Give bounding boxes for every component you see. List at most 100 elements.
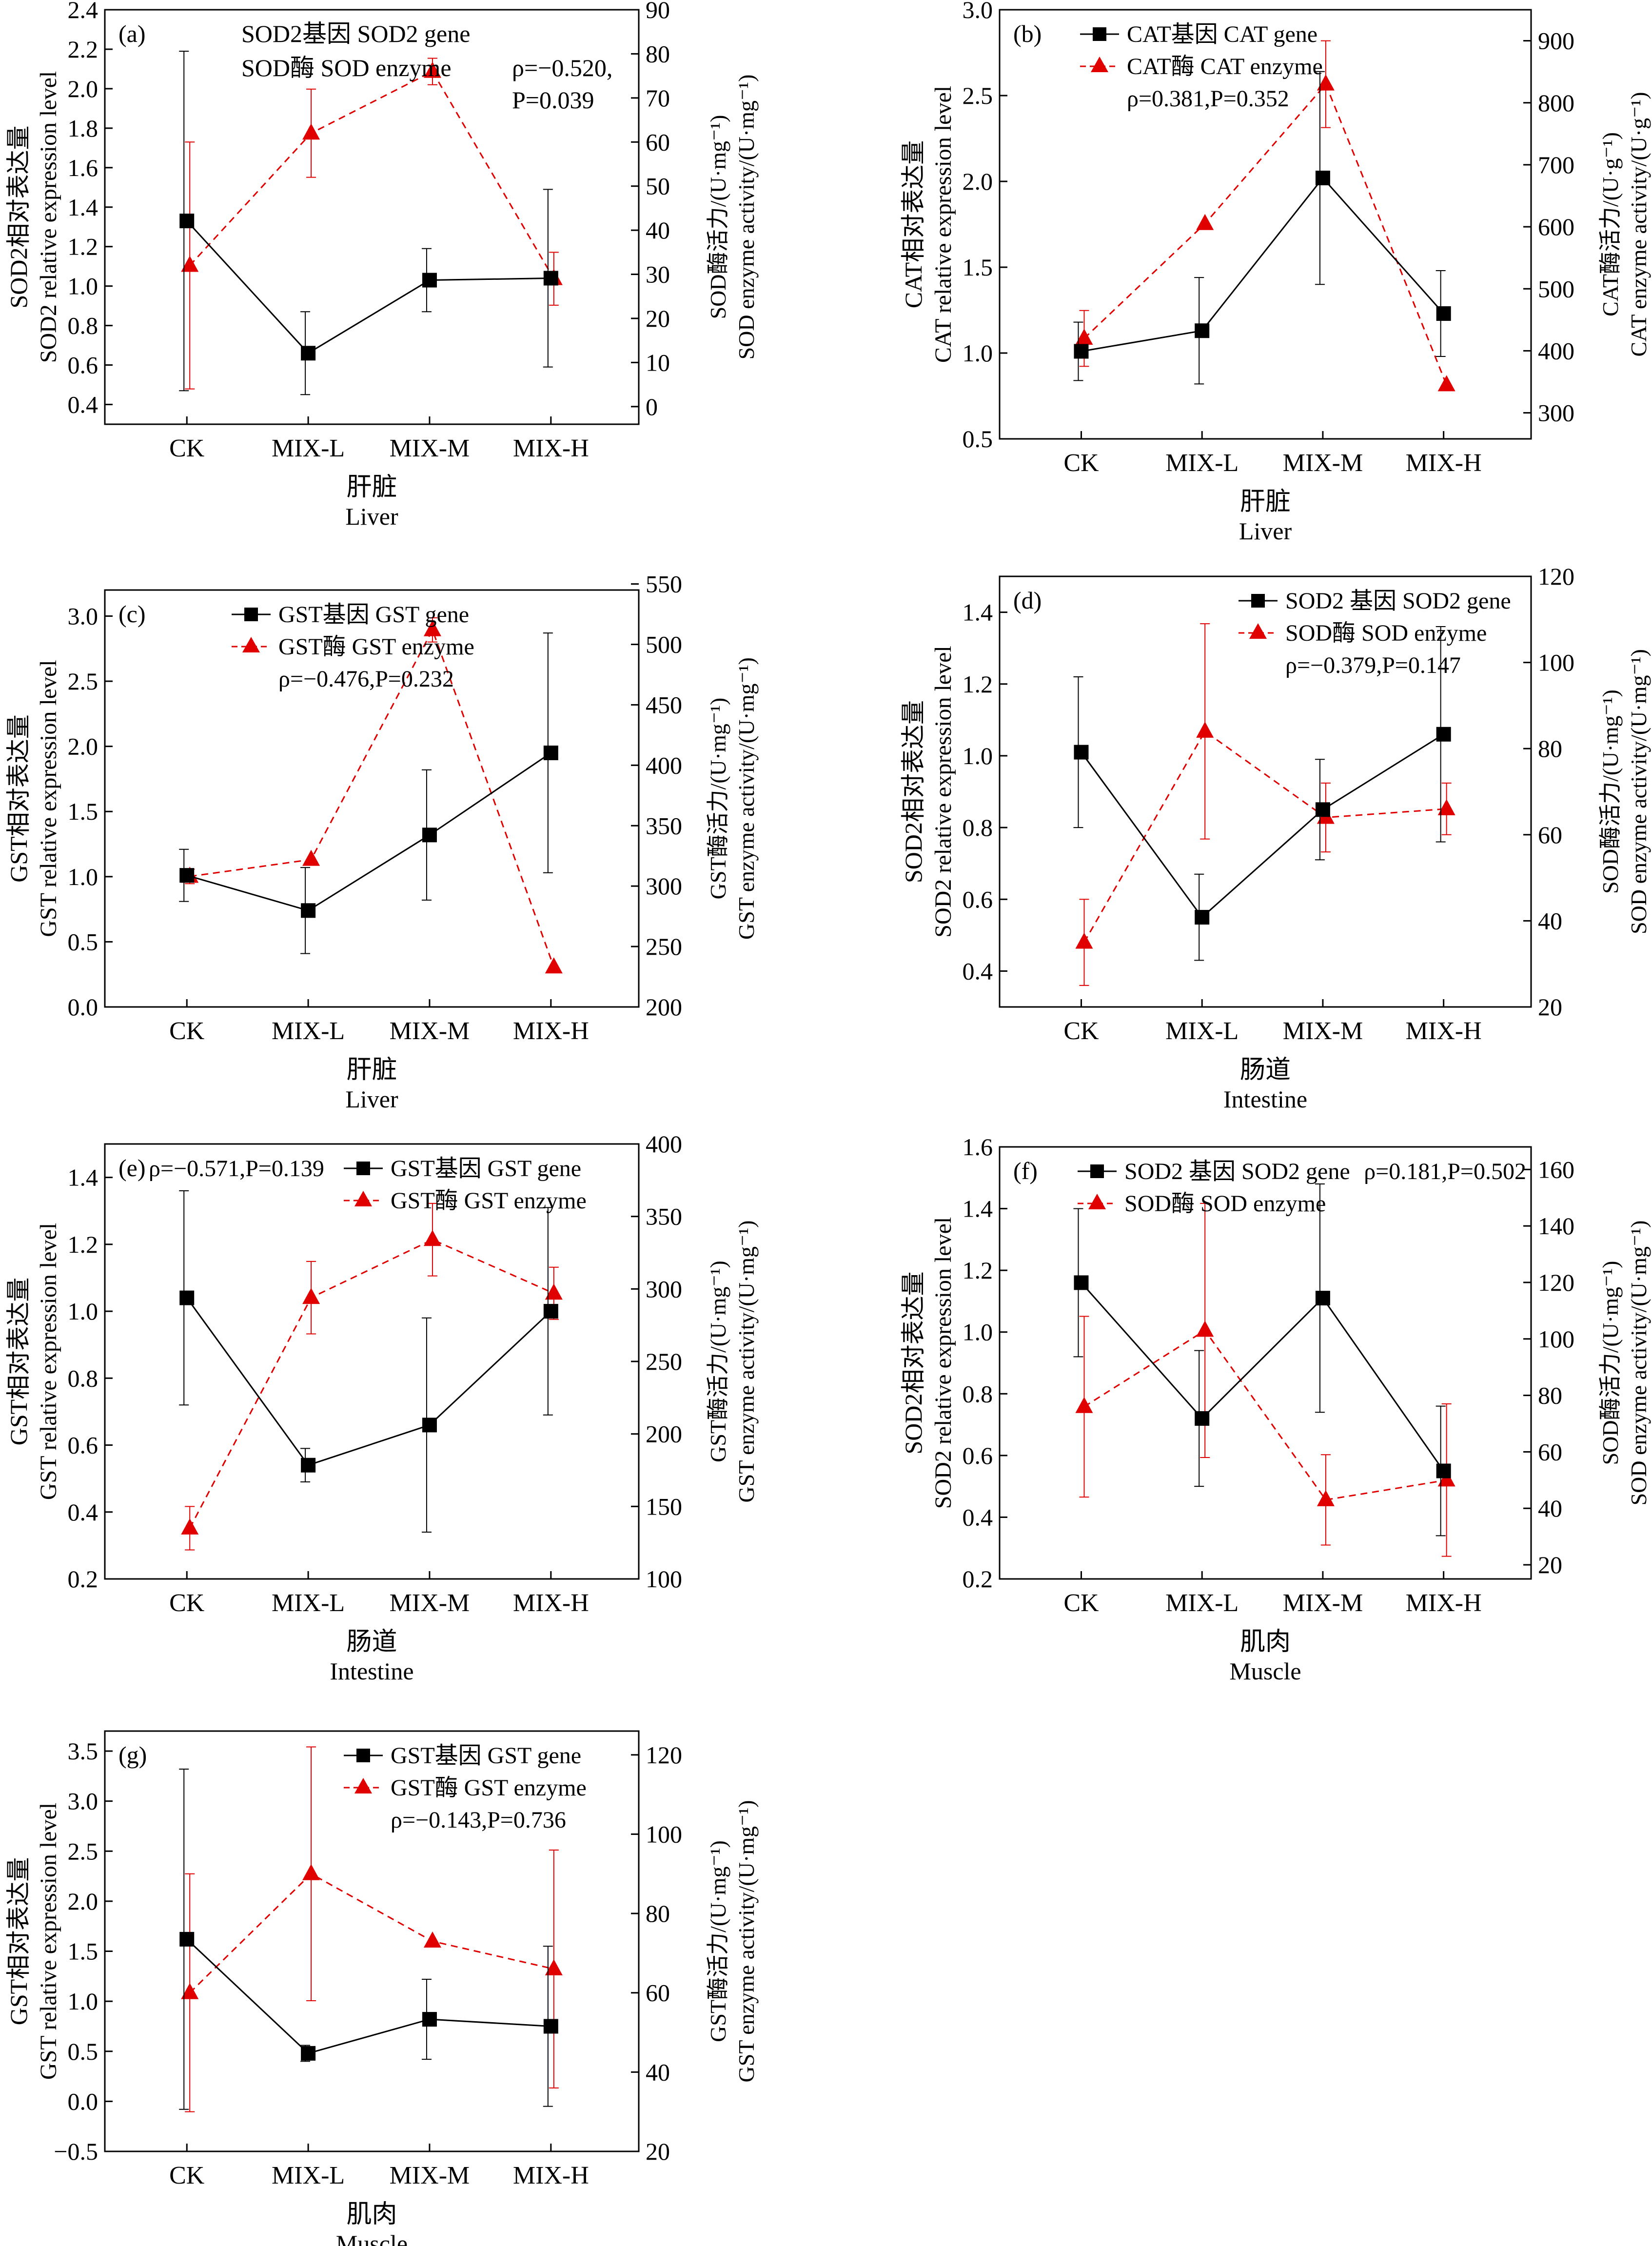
x-tick-label: CK [169,1589,205,1617]
left-tick-label: 2.4 [68,0,98,23]
x-tick-label: MIX-M [1283,449,1363,477]
left-tick-label: 1.5 [963,254,993,281]
left-tick-label: 1.0 [963,742,993,769]
left-axis-title-cn: GST相对表达量 [5,1857,32,2025]
panel-label: (e) [118,1154,146,1182]
legend-gene-label: GST基因 GST gene [391,1156,581,1182]
right-tick-label: 600 [1538,213,1574,240]
left-axis-title-en: SOD2 relative expression level [930,646,956,938]
panel-label: (d) [1013,587,1042,614]
x-tick-label: MIX-H [1406,449,1482,477]
enzyme-point [302,1288,320,1304]
right-tick-label: 300 [1538,399,1574,427]
gene-series-line [1081,733,1444,919]
left-tick-label: 0.6 [963,1442,993,1469]
left-axis-title-en: GST relative expression level [36,660,61,937]
x-tick-label: MIX-H [1406,1017,1482,1045]
correlation-stat: ρ=−0.379,P=0.147 [1285,652,1461,678]
left-tick-label: 0.8 [963,814,993,841]
left-tick-label: 1.0 [68,863,98,890]
right-axis-title-en: GST enzyme activity/(U·mg⁻¹) [734,1800,759,2083]
correlation-stat: ρ=0.181,P=0.502 [1364,1159,1526,1184]
x-tick-label: MIX-L [272,1017,345,1045]
right-tick-label: 60 [646,128,670,156]
left-tick-label: 1.2 [68,233,98,260]
x-tick-label: MIX-M [1283,1589,1363,1617]
panel-label: (g) [118,1741,147,1769]
left-tick-label: 0.0 [68,2088,98,2115]
left-axis-title-en: GST relative expression level [36,1803,61,2080]
plot-frame [999,1146,1532,1580]
right-tick-label: 40 [646,2058,670,2086]
right-tick-label: 200 [646,1420,682,1448]
x-axis-title-cn: 肌肉 [1240,1628,1291,1656]
enzyme-point [1075,932,1093,949]
enzyme-point [1437,375,1455,392]
gene-point [1436,306,1451,321]
left-tick-label: 1.8 [68,115,98,142]
gene-point [1074,745,1089,760]
left-tick-label: 1.4 [963,1195,993,1222]
gene-point [301,346,316,361]
left-tick-label: 1.2 [963,670,993,698]
correlation-rho: ρ=−0.520, [512,54,612,81]
left-tick-label: 1.6 [963,1133,993,1161]
right-axis-title-cn: SOD酶活力/(U·mg⁻¹) [1598,690,1623,894]
gene-point [301,2046,316,2061]
plot-frame [999,575,1532,1008]
legend-gene-label: CAT基因 CAT gene [1127,21,1318,47]
legend-enzyme-swatch-marker [354,1778,372,1793]
left-tick-label: 1.0 [68,1988,98,2015]
gene-point [1195,910,1210,925]
left-tick-label: 2.0 [963,168,993,195]
legend-gene-swatch-marker [244,608,258,621]
plot-frame [999,9,1532,440]
right-tick-label: 100 [646,1820,682,1848]
enzyme-point [1075,328,1093,345]
enzyme-point [423,61,441,78]
panel-label: (f) [1013,1157,1038,1184]
gene-series-line [186,1938,551,2054]
right-tick-label: 250 [646,933,682,960]
left-axis-title-cn: SOD2相对表达量 [900,700,927,883]
enzyme-point [1317,74,1335,91]
right-axis-title-cn: GST酶活力/(U·mg⁻¹) [706,1840,730,2042]
plot-frame [104,589,640,1008]
x-tick-label: MIX-L [272,2162,345,2189]
x-tick-label: MIX-H [513,434,589,462]
right-tick-label: 100 [1538,649,1574,676]
gene-point [543,271,558,286]
correlation-p: P=0.039 [512,86,594,114]
left-axis-title-en: SOD2 relative expression level [930,1217,956,1509]
left-axis-title-cn: SOD2相对表达量 [5,125,32,308]
left-tick-label: 2.0 [68,1888,98,1915]
legend-gene-swatch-marker [1251,594,1265,608]
enzyme-series-line [189,1239,554,1529]
x-axis-title-en: Intestine [330,1657,413,1685]
right-tick-label: 300 [646,872,682,900]
right-tick-label: 120 [646,1741,682,1769]
chart-panel-e: 0.2 0.4 0.6 0.8 1.0 1.2 1.4 100 150 200 250 300 350 4… [5,1130,759,1685]
x-tick-label: CK [169,1017,205,1045]
gene-point [1315,1291,1330,1306]
gene-point [1315,170,1330,185]
panel-label: (a) [118,20,146,47]
left-tick-label: 2.0 [68,75,98,102]
right-tick-label: 160 [1538,1156,1574,1183]
enzyme-point [1196,721,1214,738]
gene-point [422,2012,437,2027]
x-tick-label: CK [1063,1017,1099,1045]
left-tick-label: 1.0 [68,273,98,300]
left-axis-title-cn: GST相对表达量 [5,714,32,882]
x-axis-title-en: Liver [345,1085,398,1113]
gene-point [179,1931,195,1947]
gene-series-line [1081,177,1444,352]
panel-label: (b) [1013,20,1042,47]
enzyme-point [1196,1320,1214,1337]
left-tick-label: 1.4 [68,194,98,221]
left-axis-title-cn: SOD2相对表达量 [900,1271,927,1454]
legend-enzyme-swatch-marker [354,1191,372,1206]
legend-enzyme-swatch-marker [1249,623,1267,639]
legend-enzyme-label: SOD酶 SOD enzyme [1285,620,1487,646]
x-tick-label: MIX-H [513,2162,589,2189]
